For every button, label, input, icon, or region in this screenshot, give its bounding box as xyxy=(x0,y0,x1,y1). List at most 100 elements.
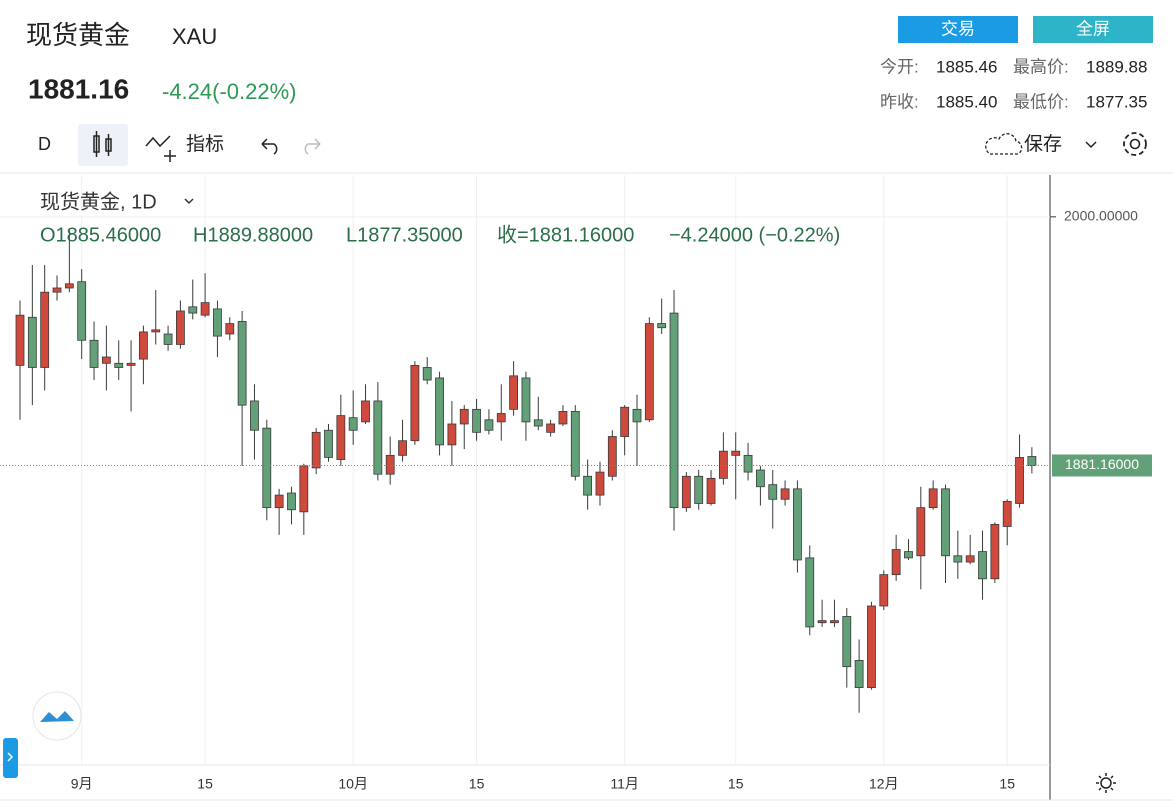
candle-body xyxy=(101,356,111,364)
candle-body xyxy=(151,329,161,333)
candle-body xyxy=(817,620,827,624)
candle-body xyxy=(904,551,913,559)
candle-body xyxy=(336,415,346,460)
candle-body xyxy=(891,549,901,576)
redo-icon[interactable] xyxy=(304,138,321,155)
candle-body xyxy=(274,494,284,509)
logo-badge[interactable] xyxy=(32,691,82,741)
y-tick-label: 2000.00000 xyxy=(1064,208,1138,224)
settings-icon[interactable] xyxy=(1123,132,1147,156)
price-change: -4.24(-0.22%) xyxy=(162,79,297,104)
candle-body xyxy=(27,316,37,368)
x-tick-label: 10月 xyxy=(338,776,368,792)
candle-body xyxy=(361,400,370,423)
candle-body xyxy=(583,475,593,496)
candle-body xyxy=(854,659,864,688)
indicator-icon[interactable] xyxy=(145,135,176,162)
candle-body xyxy=(299,465,309,513)
candle-body xyxy=(40,291,50,368)
instrument-name: 现货黄金 xyxy=(26,20,130,50)
stat-value: 1889.88 xyxy=(1086,57,1147,76)
x-tick-label: 12月 xyxy=(869,776,899,792)
candle-body xyxy=(114,362,124,368)
candle-body xyxy=(1015,457,1024,504)
x-tick-label: 15 xyxy=(999,776,1015,792)
candle-body xyxy=(867,605,876,688)
candle-body xyxy=(620,406,630,437)
candle-body xyxy=(287,492,296,511)
candle-body xyxy=(311,431,321,469)
candle-body xyxy=(1002,500,1012,527)
legend-chevron[interactable] xyxy=(184,198,194,205)
chart-type-button[interactable] xyxy=(78,124,128,166)
candle-body xyxy=(77,281,87,341)
candle-body xyxy=(607,436,617,477)
legend-low: L1877.35000 xyxy=(346,224,463,246)
candle-body xyxy=(484,419,494,431)
legend-high: H1889.88000 xyxy=(193,224,313,246)
legend-title: 现货黄金, 1D xyxy=(40,190,157,213)
candle-body xyxy=(89,339,99,368)
candle-body xyxy=(644,323,654,421)
save-button[interactable]: 保存 xyxy=(1024,133,1062,155)
side-tab-arrow xyxy=(7,752,14,762)
trade-button[interactable] xyxy=(898,16,1018,43)
candle-body xyxy=(916,507,926,557)
save-menu-chevron[interactable] xyxy=(1085,141,1097,149)
stat-label: 最高价: xyxy=(1013,57,1069,76)
gear-teeth[interactable] xyxy=(1123,132,1147,156)
stat-label: 今开: xyxy=(880,57,919,76)
x-tick-label: 15 xyxy=(197,776,213,792)
indicator-button[interactable]: 指标 xyxy=(186,133,224,155)
stat-value: 1885.46 xyxy=(936,57,997,76)
candle-body xyxy=(681,475,691,509)
candle-body xyxy=(188,306,198,314)
candle-body xyxy=(237,321,247,406)
candle-body xyxy=(398,440,407,456)
candle-body xyxy=(990,523,1000,580)
trade-button-label[interactable]: 交易 xyxy=(941,19,975,38)
legend-open: O1885.46000 xyxy=(40,224,161,246)
gear-hub[interactable] xyxy=(1129,138,1141,150)
candle-body xyxy=(410,364,420,442)
fullscreen-button-label[interactable]: 全屏 xyxy=(1076,19,1110,38)
candle-body xyxy=(756,469,765,488)
candle-body xyxy=(176,310,185,345)
candle-body xyxy=(496,413,506,423)
candle-body xyxy=(262,427,272,509)
candle-body xyxy=(570,411,580,477)
x-tick-label: 15 xyxy=(469,776,485,792)
candle-body xyxy=(213,308,222,337)
candle-body xyxy=(533,419,543,427)
candle-body xyxy=(348,417,358,431)
candle-body xyxy=(521,377,531,423)
legend-close: 收=1881.16000 xyxy=(497,223,634,246)
candle-body xyxy=(52,287,62,293)
candle-body xyxy=(657,323,667,329)
fullscreen-button[interactable] xyxy=(1033,16,1153,43)
x-tick-label: 15 xyxy=(728,776,744,792)
candle-body xyxy=(768,484,778,500)
candle-body xyxy=(250,400,259,431)
cloud-icon[interactable] xyxy=(985,133,1023,155)
candle-body xyxy=(830,620,839,624)
candle-body xyxy=(694,475,704,504)
candle-body xyxy=(805,557,815,628)
candle-body xyxy=(953,555,963,563)
logo-mark xyxy=(40,711,74,722)
undo-icon[interactable] xyxy=(261,138,278,155)
candle-body xyxy=(706,477,716,504)
interval-button[interactable]: D xyxy=(38,134,51,154)
candle-body xyxy=(558,411,568,425)
candle-body xyxy=(718,450,728,479)
candle-body xyxy=(472,408,481,433)
candle-body xyxy=(385,454,395,475)
candle-body xyxy=(928,488,938,509)
stat-value: 1877.35 xyxy=(1086,92,1147,111)
candle-body xyxy=(324,429,333,458)
time-settings-icon[interactable] xyxy=(1096,773,1116,793)
candle-body xyxy=(509,375,519,410)
candle-body xyxy=(163,333,173,345)
candle-body xyxy=(780,488,790,500)
